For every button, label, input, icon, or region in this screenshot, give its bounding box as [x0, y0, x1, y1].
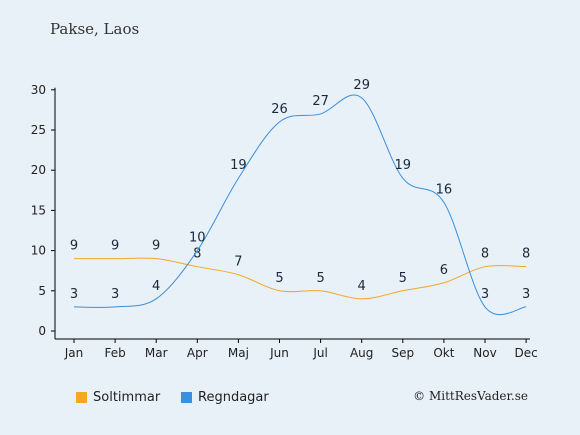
- data-label: 9: [152, 239, 160, 254]
- data-label: 9: [70, 239, 78, 254]
- data-label: 8: [522, 247, 530, 262]
- legend-item-soltimmar: Soltimmar: [76, 390, 160, 405]
- data-label: 16: [436, 182, 453, 197]
- x-tick-label: Apr: [187, 346, 208, 360]
- y-tick-label: 5: [38, 284, 46, 298]
- copyright-text: © MittResVader.se: [413, 389, 528, 403]
- data-label: 3: [111, 287, 119, 302]
- x-tick-label: Aug: [350, 346, 373, 360]
- legend-label-soltimmar: Soltimmar: [93, 390, 161, 405]
- y-tick-label: 25: [31, 123, 46, 137]
- x-tick-label: Feb: [104, 346, 125, 360]
- data-label: 27: [312, 94, 329, 109]
- data-label: 9: [111, 239, 119, 254]
- legend-swatch-soltimmar: [76, 392, 87, 403]
- x-tick-label: Maj: [228, 346, 249, 360]
- data-label: 3: [522, 287, 530, 302]
- legend-label-regndagar: Regndagar: [198, 390, 269, 405]
- x-tick-label: Sep: [391, 346, 414, 360]
- y-tick-label: 0: [38, 324, 46, 338]
- chart-title: Pakse, Laos: [50, 20, 140, 38]
- x-tick-label: Okt: [433, 346, 454, 360]
- x-tick-label: Dec: [514, 346, 537, 360]
- data-label: 8: [193, 247, 201, 262]
- data-label: 29: [353, 78, 370, 93]
- x-tick-label: Mar: [145, 346, 168, 360]
- data-label: 7: [234, 255, 242, 270]
- x-tick-label: Jun: [269, 346, 289, 360]
- data-label: 3: [481, 287, 489, 302]
- data-label: 3: [70, 287, 78, 302]
- y-tick-label: 30: [31, 83, 46, 97]
- data-label: 10: [189, 231, 206, 246]
- data-label: 8: [481, 247, 489, 262]
- series-line-soltimmar: [74, 257, 527, 300]
- data-label: 4: [358, 279, 366, 294]
- y-tick-label: 15: [31, 203, 46, 217]
- series-line-regndagar: [73, 94, 527, 316]
- data-label: 26: [271, 102, 288, 117]
- y-tick-label: 10: [31, 244, 46, 258]
- x-tick-label: Nov: [473, 346, 496, 360]
- data-label: 6: [440, 263, 448, 278]
- data-label: 19: [395, 158, 412, 173]
- data-label: 5: [316, 271, 324, 286]
- legend-swatch-regndagar: [181, 392, 192, 403]
- data-label: 5: [399, 271, 407, 286]
- data-label: 4: [152, 279, 160, 294]
- x-tick-label: Jul: [312, 346, 327, 360]
- legend-item-regndagar: Regndagar: [181, 390, 269, 405]
- data-label: 5: [275, 271, 283, 286]
- data-label: 19: [230, 158, 247, 173]
- x-tick-label: Jan: [64, 346, 84, 360]
- y-tick-label: 20: [31, 163, 46, 177]
